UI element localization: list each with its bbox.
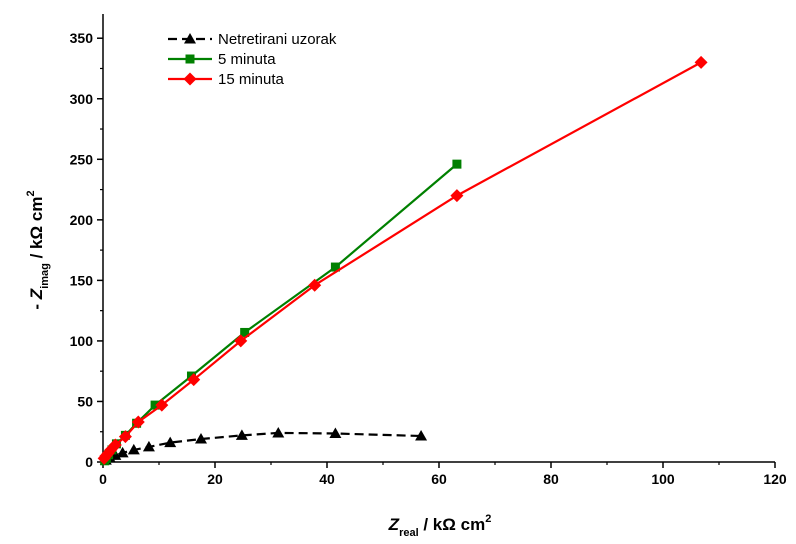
y-tick-label: 100 [70, 333, 94, 349]
axes [102, 14, 775, 463]
data-point [108, 438, 122, 452]
y-tick-label: 250 [70, 151, 94, 167]
y-tick-label: 50 [77, 393, 93, 409]
legend-marker [184, 33, 196, 44]
data-point [131, 415, 145, 429]
data-point [118, 430, 132, 444]
x-tick-label: 120 [763, 471, 787, 487]
data-point [155, 398, 169, 412]
data-point [195, 432, 207, 444]
data-point [694, 55, 708, 69]
legend-label: Netretirani uzorak [218, 31, 337, 48]
data-point [330, 262, 340, 272]
x-tick-label: 20 [207, 471, 223, 487]
data-point [235, 429, 248, 440]
y-tick-label: 350 [70, 30, 94, 46]
series-2 [100, 159, 462, 466]
series-line [105, 431, 422, 462]
x-tick-label: 40 [319, 471, 335, 487]
x-tick-label: 100 [651, 471, 675, 487]
legend-item: 5 minuta [168, 51, 276, 68]
data-point [142, 440, 155, 452]
x-axis-superscript: 2 [485, 513, 491, 525]
y-axis-symbol: Z [27, 288, 46, 300]
legend-label: 15 minuta [218, 71, 285, 88]
x-axis-symbol: Z [388, 515, 400, 534]
data-point [234, 334, 248, 348]
data-point [116, 446, 129, 458]
legend-item: 15 minuta [168, 71, 285, 88]
plot-area [97, 55, 708, 466]
x-tick-label: 80 [543, 471, 559, 487]
y-tick-label: 200 [70, 212, 94, 228]
x-axis-title: Zreal / kΩ cm2 [388, 513, 492, 539]
y-axis-ticks: 0 50 100 150 200 250 300 350 [70, 30, 103, 470]
legend: Netretirani uzorak 5 minuta 15 minuta [168, 31, 337, 88]
data-point [127, 443, 140, 455]
data-point [240, 327, 250, 337]
series-3 [97, 55, 708, 465]
series-line [103, 163, 458, 462]
x-axis-unit: / kΩ cm [419, 515, 486, 534]
y-tick-label: 300 [70, 91, 94, 107]
data-point [187, 373, 201, 387]
y-axis-unit: / kΩ cm [27, 197, 46, 264]
data-point [450, 189, 464, 203]
y-axis-title: - Zimag / kΩ cm2 [25, 190, 51, 309]
y-axis-subscript: imag [39, 263, 51, 289]
series-line [103, 61, 702, 460]
data-point [308, 278, 322, 292]
y-axis-prefix: - [27, 299, 46, 309]
series-1 [99, 426, 428, 465]
x-tick-label: 60 [431, 471, 447, 487]
legend-marker [185, 54, 195, 64]
y-tick-label: 150 [70, 272, 94, 288]
legend-marker [183, 72, 197, 86]
y-axis-superscript: 2 [25, 190, 37, 196]
data-point [415, 429, 428, 441]
data-point [150, 400, 160, 410]
y-tick-label: 0 [85, 454, 93, 470]
data-point [272, 426, 285, 438]
legend-label: 5 minuta [218, 51, 276, 68]
x-tick-label: 0 [99, 471, 107, 487]
x-axis-subscript: real [399, 527, 419, 539]
data-point [329, 427, 342, 439]
data-point [452, 159, 462, 169]
legend-item: Netretirani uzorak [168, 31, 337, 48]
x-axis-ticks: 0 20 40 60 80 100 120 [99, 462, 787, 487]
data-point [164, 436, 177, 448]
